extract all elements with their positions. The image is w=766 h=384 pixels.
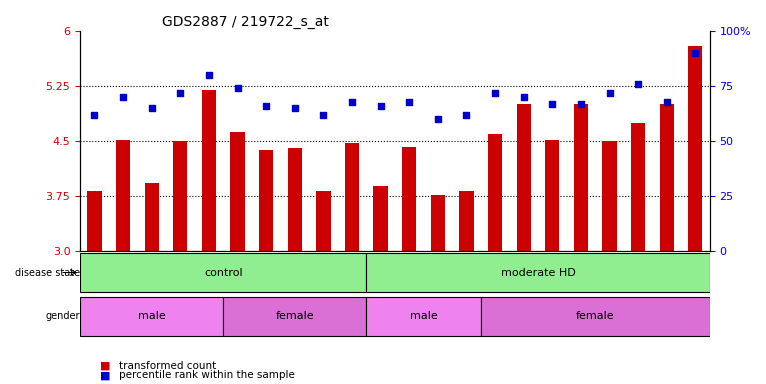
Point — [317, 112, 329, 118]
Bar — [545, 139, 559, 251]
Bar — [374, 186, 388, 251]
Text: ■: ■ — [100, 370, 110, 380]
Text: moderate HD: moderate HD — [501, 268, 575, 278]
Bar — [316, 191, 330, 251]
Text: male: male — [410, 311, 437, 321]
Point — [231, 85, 244, 91]
Text: transformed count: transformed count — [119, 361, 216, 371]
FancyBboxPatch shape — [481, 296, 709, 336]
Bar — [287, 148, 302, 251]
Point — [660, 98, 673, 104]
Text: control: control — [204, 268, 243, 278]
Point — [203, 72, 215, 78]
Text: male: male — [138, 311, 165, 321]
Bar — [345, 143, 359, 251]
Bar — [660, 104, 674, 251]
Text: gender: gender — [46, 311, 80, 321]
Text: GDS2887 / 219722_s_at: GDS2887 / 219722_s_at — [162, 15, 329, 29]
Bar — [602, 141, 617, 251]
Text: female: female — [576, 311, 614, 321]
Bar — [173, 141, 188, 251]
Text: ■: ■ — [100, 361, 110, 371]
Bar — [574, 104, 588, 251]
Point — [117, 94, 129, 100]
Point — [146, 105, 158, 111]
Point — [260, 103, 272, 109]
Bar — [201, 90, 216, 251]
Point — [604, 90, 616, 96]
Text: female: female — [276, 311, 314, 321]
FancyBboxPatch shape — [80, 253, 366, 292]
Bar — [87, 191, 102, 251]
Bar — [460, 191, 473, 251]
Point — [546, 101, 558, 107]
Point — [432, 116, 444, 122]
Point — [375, 103, 387, 109]
Bar — [488, 134, 502, 251]
Text: percentile rank within the sample: percentile rank within the sample — [119, 370, 295, 380]
Point — [489, 90, 501, 96]
Bar — [631, 123, 645, 251]
Bar — [516, 104, 531, 251]
Point — [403, 98, 415, 104]
Point — [460, 112, 473, 118]
Point — [174, 90, 186, 96]
Point — [345, 98, 358, 104]
Text: disease state: disease state — [15, 268, 80, 278]
FancyBboxPatch shape — [80, 296, 223, 336]
Bar — [688, 46, 702, 251]
Bar — [402, 147, 417, 251]
Bar — [145, 184, 159, 251]
Point — [289, 105, 301, 111]
Bar — [259, 150, 273, 251]
Bar — [116, 139, 130, 251]
Point — [632, 81, 644, 87]
Bar — [430, 195, 445, 251]
FancyBboxPatch shape — [223, 296, 366, 336]
Point — [574, 101, 587, 107]
Point — [518, 94, 530, 100]
Bar — [231, 131, 244, 251]
Point — [88, 112, 100, 118]
Point — [689, 50, 702, 56]
FancyBboxPatch shape — [366, 296, 481, 336]
FancyBboxPatch shape — [366, 253, 709, 292]
